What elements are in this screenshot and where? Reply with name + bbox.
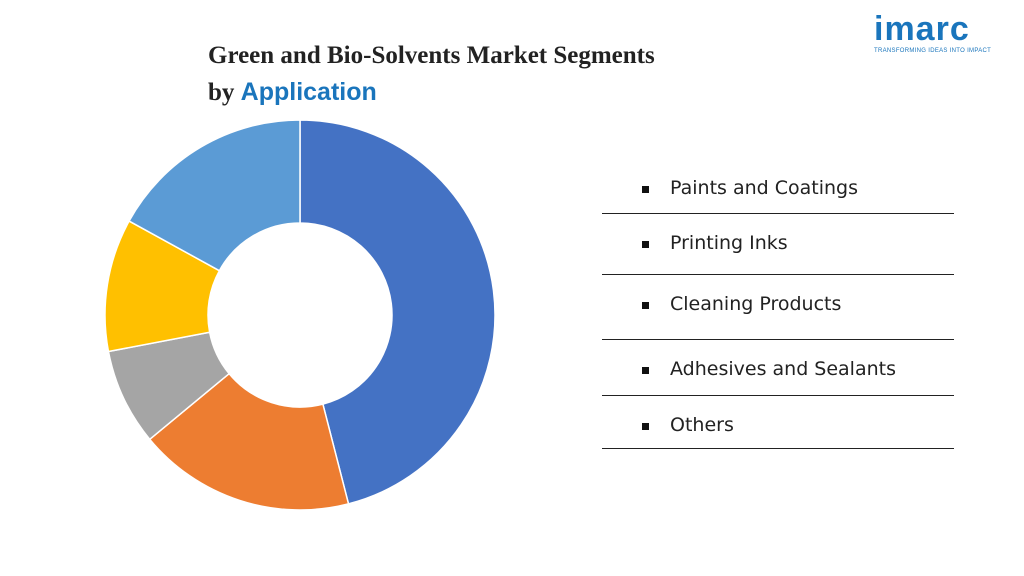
logo-tagline: TRANSFORMING IDEAS INTO IMPACT [874,48,992,54]
chart-title: Green and Bio-Solvents Market Segments b… [208,38,655,111]
legend-label: Printing Inks [670,232,788,254]
legend-item: Adhesives and Sealants [602,340,954,396]
legend-bullet [642,367,649,374]
legend-bullet [642,302,649,309]
imarc-logo: imarc TRANSFORMING IDEAS INTO IMPACT [874,12,1008,54]
legend-item: Printing Inks [602,214,954,275]
slice-paints-and-coatings [299,119,496,505]
slice-others [128,119,301,272]
title-application: Application [240,78,377,106]
slice-printing-inks [148,372,350,511]
title-by: by [208,79,235,106]
legend-bullet [642,423,649,430]
chart-legend: Paints and Coatings Printing Inks Cleaning… [602,165,954,449]
legend-bullet [642,241,649,248]
legend-label: Adhesives and Sealants [670,358,896,380]
legend-bullet [642,186,649,193]
legend-label: Paints and Coatings [670,177,859,199]
legend-item: Others [602,396,954,449]
legend-label: Cleaning Products [670,293,842,315]
legend-item: Paints and Coatings [602,165,954,214]
donut-chart [104,119,496,511]
title-line-1: Green and Bio-Solvents Market Segments [208,42,655,69]
legend-item: Cleaning Products [602,275,954,340]
logo-wordmark: imarc [874,10,970,48]
legend-label: Others [670,414,734,436]
